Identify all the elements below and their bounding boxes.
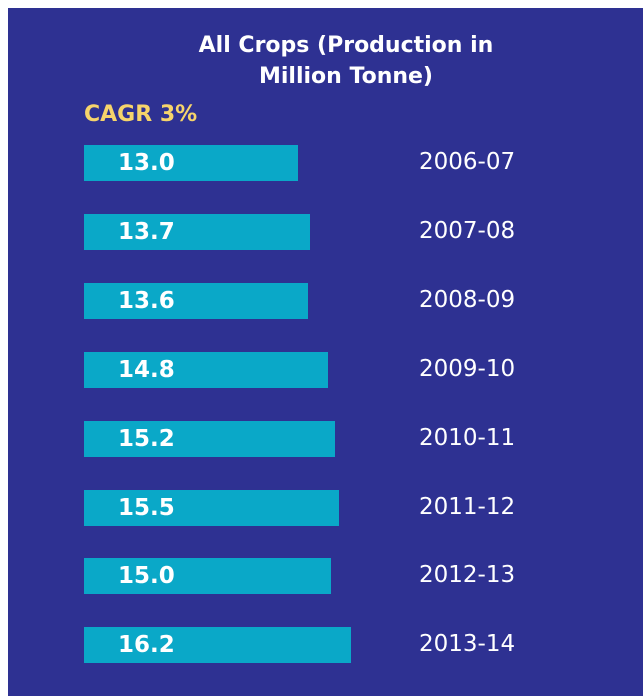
category-label: 2011-12 (419, 493, 516, 520)
value-label: 15.5 (118, 494, 175, 521)
bar (84, 420, 335, 457)
category-label: 2006-07 (419, 149, 516, 175)
chart-title: All Crops (Production in Million Tonne) (198, 33, 494, 89)
bar (84, 145, 299, 181)
bar (84, 489, 340, 526)
value-label: 16.2 (118, 632, 175, 659)
category-label: 2007-08 (419, 217, 516, 244)
bar (84, 282, 309, 319)
category-label: 2008-09 (419, 286, 516, 313)
category-label: 2009-10 (419, 355, 516, 382)
bar (84, 627, 351, 664)
value-label: 13.6 (118, 287, 175, 314)
value-label: 15.2 (118, 425, 175, 452)
value-label: 14.8 (118, 356, 175, 383)
bar (84, 213, 310, 250)
category-label: 2012-13 (419, 562, 516, 589)
category-label: 2010-11 (419, 424, 516, 451)
value-label: 13.0 (118, 150, 175, 176)
chart-panel: All Crops (Production in Million Tonne) … (8, 8, 643, 696)
value-label: 13.7 (118, 218, 175, 245)
annotation: CAGR 3% (84, 102, 198, 127)
value-label: 15.0 (118, 563, 175, 590)
category-label: 2013-14 (419, 631, 516, 658)
bar (84, 351, 328, 388)
bar (84, 558, 332, 595)
